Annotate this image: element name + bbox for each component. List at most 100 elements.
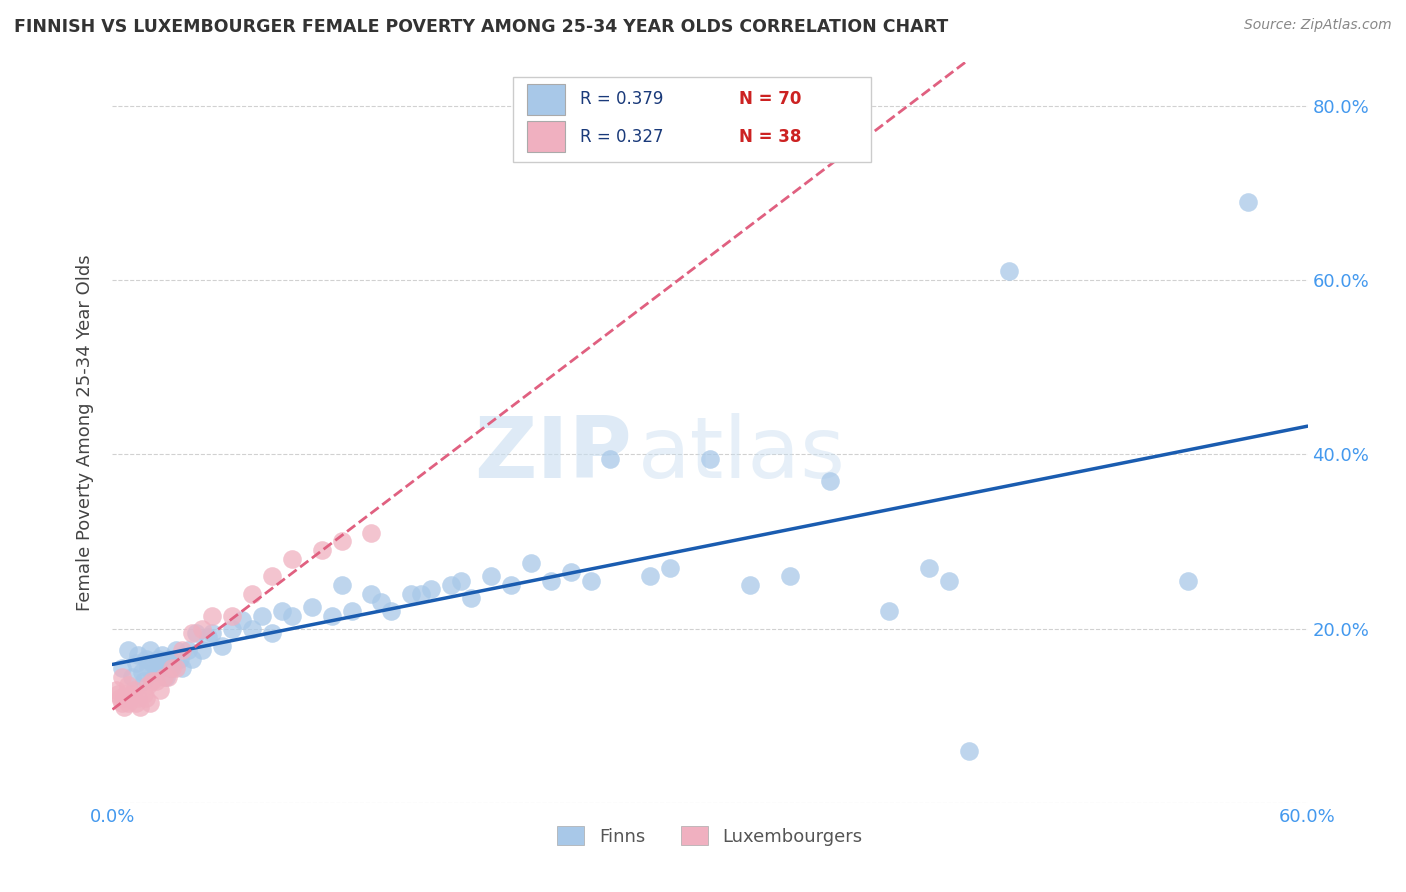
Point [201,608,224,623]
Point [311,543,333,558]
Point [191,622,214,636]
Point [117,643,139,657]
Point [159,661,181,675]
Point [149,682,172,697]
Point [127,648,149,662]
FancyBboxPatch shape [513,78,872,162]
Text: R = 0.327: R = 0.327 [579,128,664,145]
Point [330,534,353,549]
Point [141,673,163,688]
Point [131,665,153,680]
Point [139,696,162,710]
Point [401,587,423,601]
Point [135,691,157,706]
Point [440,578,463,592]
Y-axis label: Female Poverty Among 25-34 Year Olds: Female Poverty Among 25-34 Year Olds [76,254,94,611]
Point [110,691,132,706]
Point [340,604,363,618]
Point [169,652,191,666]
Point [125,696,148,710]
Point [181,626,204,640]
Point [450,574,472,588]
Point [121,687,143,701]
Point [738,578,761,592]
Point [111,696,134,710]
Point [111,669,134,683]
Point [699,451,721,466]
Point [231,613,253,627]
Point [157,669,180,683]
Point [460,591,482,606]
Point [1177,574,1199,588]
Point [360,587,382,601]
Point [818,474,841,488]
Point [135,652,157,666]
Point [139,643,162,657]
Point [240,587,263,601]
Point [114,700,135,714]
Point [162,661,183,675]
Point [221,622,243,636]
Point [659,560,682,574]
Text: FINNISH VS LUXEMBOURGER FEMALE POVERTY AMONG 25-34 YEAR OLDS CORRELATION CHART: FINNISH VS LUXEMBOURGER FEMALE POVERTY A… [14,18,948,36]
Point [149,661,172,675]
Point [124,682,146,697]
Bar [527,84,565,115]
Point [411,587,433,601]
Point [260,626,283,640]
Point [281,608,304,623]
Point [1237,194,1260,209]
Point [479,569,502,583]
Text: ZIP: ZIP [475,413,633,496]
Point [779,569,801,583]
Point [114,691,135,706]
Point [115,687,138,701]
Point [117,678,139,692]
Point [141,657,163,671]
Point [165,661,187,675]
Point [250,608,273,623]
Text: N = 38: N = 38 [738,128,801,145]
Point [640,569,662,583]
Point [918,560,941,574]
Point [957,743,980,757]
Point [138,661,160,675]
Point [153,669,176,683]
Point [127,691,149,706]
Point [145,665,167,680]
Point [370,595,392,609]
Point [281,552,304,566]
Point [105,682,128,697]
Point [197,630,219,644]
Bar [527,121,565,153]
Point [380,604,402,618]
Point [121,669,143,683]
Point [211,639,233,653]
Text: Source: ZipAtlas.com: Source: ZipAtlas.com [1244,18,1392,32]
Point [138,678,160,692]
Point [270,604,292,618]
Point [145,673,167,688]
Point [221,608,243,623]
Point [240,622,263,636]
Text: N = 70: N = 70 [738,90,801,108]
Point [111,661,134,675]
Point [117,696,139,710]
Point [107,687,129,701]
Point [420,582,443,597]
Point [162,657,183,671]
Point [150,648,173,662]
Point [120,691,142,706]
Point [134,673,156,688]
Legend: Finns, Luxembourgers: Finns, Luxembourgers [550,819,870,853]
Point [129,700,152,714]
Point [321,608,343,623]
Point [330,578,353,592]
Text: R = 0.379: R = 0.379 [579,90,664,108]
Point [172,643,194,657]
Point [191,643,214,657]
Text: atlas: atlas [638,413,846,496]
Point [186,626,208,640]
Point [301,599,323,614]
Point [148,652,170,666]
